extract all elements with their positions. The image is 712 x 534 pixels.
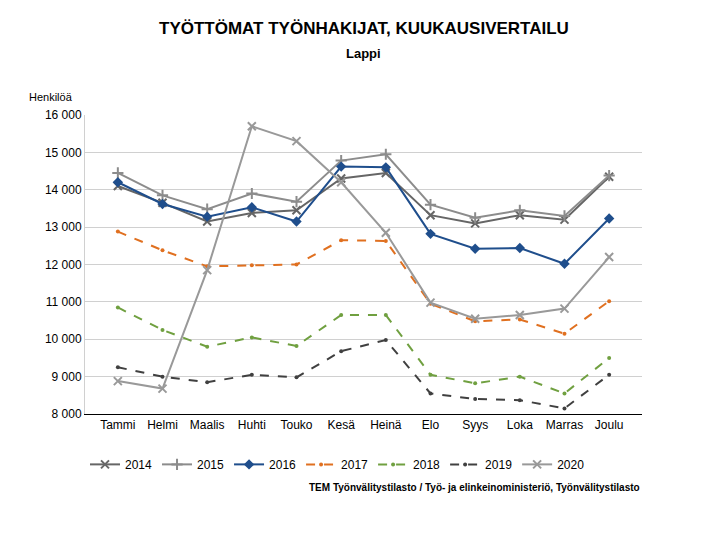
- svg-text:Loka: Loka: [507, 418, 533, 432]
- svg-text:11 000: 11 000: [46, 295, 82, 309]
- svg-text:Helmi: Helmi: [147, 418, 178, 432]
- svg-text:Kesä: Kesä: [327, 418, 355, 432]
- svg-text:2017: 2017: [341, 458, 368, 472]
- svg-text:9 000: 9 000: [52, 370, 82, 384]
- svg-text:2018: 2018: [413, 458, 440, 472]
- svg-text:Huhti: Huhti: [238, 418, 266, 432]
- svg-text:Touko: Touko: [280, 418, 312, 432]
- svg-text:Lappi: Lappi: [346, 46, 381, 61]
- svg-text:Marras: Marras: [546, 418, 583, 432]
- svg-text:13 000: 13 000: [45, 220, 82, 234]
- svg-text:16 000: 16 000: [45, 108, 82, 122]
- svg-text:Elo: Elo: [422, 418, 440, 432]
- svg-text:Syys: Syys: [462, 418, 488, 432]
- svg-text:Heinä: Heinä: [370, 418, 402, 432]
- svg-text:Joulu: Joulu: [595, 418, 624, 432]
- svg-text:2020: 2020: [557, 458, 584, 472]
- svg-text:Tammi: Tammi: [100, 418, 135, 432]
- svg-text:8 000: 8 000: [52, 407, 82, 421]
- svg-text:Maalis: Maalis: [190, 418, 225, 432]
- svg-text:10 000: 10 000: [45, 332, 82, 346]
- svg-text:TEM Työnvälitystilasto / Työ-: TEM Työnvälitystilasto / Työ- ja elinkei…: [309, 482, 640, 493]
- svg-text:2019: 2019: [485, 458, 512, 472]
- svg-text:2016: 2016: [269, 458, 296, 472]
- svg-text:15 000: 15 000: [45, 146, 82, 160]
- svg-text:2015: 2015: [197, 458, 224, 472]
- svg-text:2014: 2014: [125, 458, 152, 472]
- svg-text:12 000: 12 000: [45, 258, 82, 272]
- svg-text:Henkilöä: Henkilöä: [29, 91, 73, 103]
- svg-text:TYÖTTÖMAT TYÖNHAKIJAT, KUUKAUS: TYÖTTÖMAT TYÖNHAKIJAT, KUUKAUSIVERTAILU: [159, 19, 569, 38]
- svg-text:14 000: 14 000: [45, 183, 82, 197]
